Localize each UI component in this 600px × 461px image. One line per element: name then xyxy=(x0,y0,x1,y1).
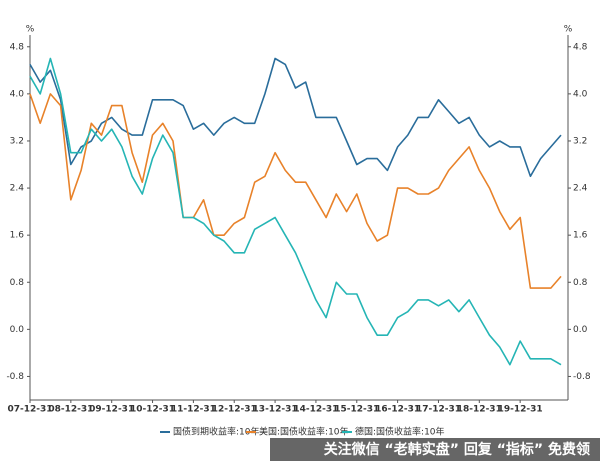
series-line xyxy=(29,57,562,178)
y2-axis-unit: % xyxy=(564,25,573,35)
x-tick-label: 14-12-31 xyxy=(293,405,338,415)
y-tick-label: -0.8 xyxy=(6,372,24,382)
y-tick-label: 1.6 xyxy=(10,231,25,241)
x-tick-label: 10-12-31 xyxy=(130,405,175,415)
x-tick-label: 07-12-31 xyxy=(7,405,52,415)
series-line xyxy=(29,57,562,366)
x-tick-label: 11-12-31 xyxy=(171,405,216,415)
legend-label: 国债到期收益率:10年 xyxy=(173,426,260,438)
x-tick-label: 09-12-31 xyxy=(89,405,134,415)
series-line xyxy=(29,93,562,289)
y-tick-label: 0.0 xyxy=(10,325,25,335)
legend: 国债到期收益率:10年 美国:国债收益率:10年 德国:国债收益率:10年 xyxy=(160,426,445,438)
y2-tick-label: 1.6 xyxy=(573,231,588,241)
y-tick-label: 4.0 xyxy=(10,89,25,99)
y-tick-label: 4.8 xyxy=(10,42,25,52)
x-tick-label: 19-12-31 xyxy=(498,405,543,415)
y-tick-label: 0.8 xyxy=(10,278,25,288)
y2-tick-label: 4.0 xyxy=(573,89,588,99)
watermark: 关注微信 “老韩实盘” 回复 “指标” 免费领 xyxy=(324,441,590,458)
y-tick-label: 3.2 xyxy=(10,136,24,146)
x-tick-label: 16-12-31 xyxy=(375,405,420,415)
y2-tick-label: 3.2 xyxy=(573,136,587,146)
x-tick-label: 18-12-31 xyxy=(457,405,502,415)
y2-tick-label: 0.8 xyxy=(573,278,588,288)
x-tick-label: 17-12-31 xyxy=(416,405,461,415)
x-tick-label: 13-12-31 xyxy=(253,405,298,415)
x-tick-label: 15-12-31 xyxy=(334,405,379,415)
watermark-bg xyxy=(270,438,600,461)
x-tick-label: 08-12-31 xyxy=(48,405,93,415)
y2-tick-label: -0.8 xyxy=(573,372,591,382)
legend-label: 德国:国债收益率:10年 xyxy=(355,426,445,438)
y2-tick-label: 0.0 xyxy=(573,325,588,335)
y2-tick-label: 4.8 xyxy=(573,42,588,52)
y-tick-label: 2.4 xyxy=(10,184,25,194)
x-tick-label: 12-12-31 xyxy=(212,405,257,415)
legend-label: 美国:国债收益率:10年 xyxy=(259,426,349,438)
y2-tick-label: 2.4 xyxy=(573,184,588,194)
y-axis-unit: % xyxy=(26,25,35,35)
